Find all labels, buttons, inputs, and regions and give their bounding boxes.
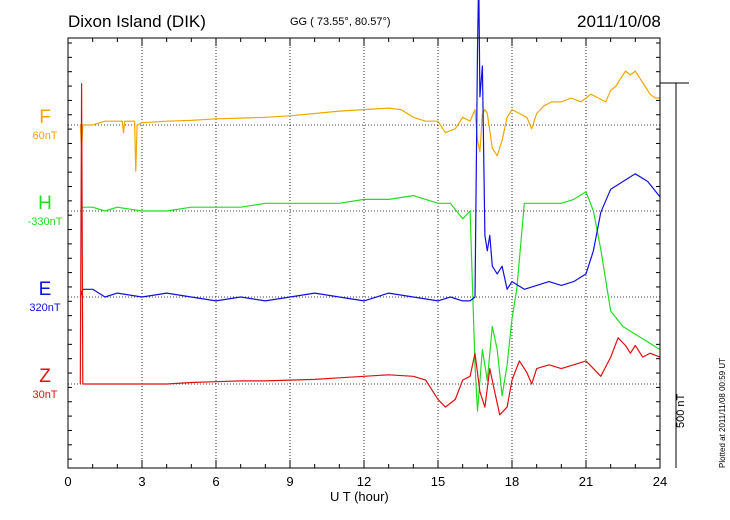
- component-baseline-Z: 30nT: [32, 389, 58, 401]
- series-line-H: [79, 191, 661, 412]
- series-line-F: [79, 70, 660, 172]
- component-name-H: H: [38, 193, 52, 214]
- x-tick-label-12: 12: [356, 474, 372, 489]
- component-baseline-H: -330nT: [27, 216, 63, 228]
- component-name-Z: Z: [39, 366, 51, 387]
- x-tick-label-0: 0: [64, 474, 72, 489]
- component-baseline-F: 60nT: [32, 130, 58, 142]
- series-line-E: [79, 0, 661, 302]
- x-tick-label-15: 15: [430, 474, 446, 489]
- series-line-Z: [79, 83, 661, 416]
- series-lines: [79, 0, 661, 416]
- x-tick-label-18: 18: [504, 474, 520, 489]
- plotted-note: Plotted at 2011/11/08 00:59 UT: [718, 357, 727, 468]
- component-baseline-E: 320nT: [29, 302, 61, 314]
- component-name-F: F: [39, 107, 51, 128]
- x-tick-label-3: 3: [138, 474, 146, 489]
- x-tick-label-24: 24: [652, 474, 668, 489]
- x-axis-label: U T (hour): [330, 489, 389, 504]
- x-tick-label-6: 6: [212, 474, 220, 489]
- x-tick-label-21: 21: [578, 474, 594, 489]
- date-label: 2011/10/08: [577, 12, 661, 31]
- axis-ticks: [67, 38, 661, 468]
- scale-bar: [660, 82, 689, 468]
- station-coords: GG ( 73.55°, 80.57°): [290, 16, 391, 28]
- component-name-E: E: [38, 279, 52, 300]
- x-tick-label-9: 9: [286, 474, 294, 489]
- station-title: Dixon Island (DIK): [68, 12, 206, 31]
- scale-bar-label: 500 nT: [675, 393, 687, 428]
- plot-frame: [67, 37, 661, 469]
